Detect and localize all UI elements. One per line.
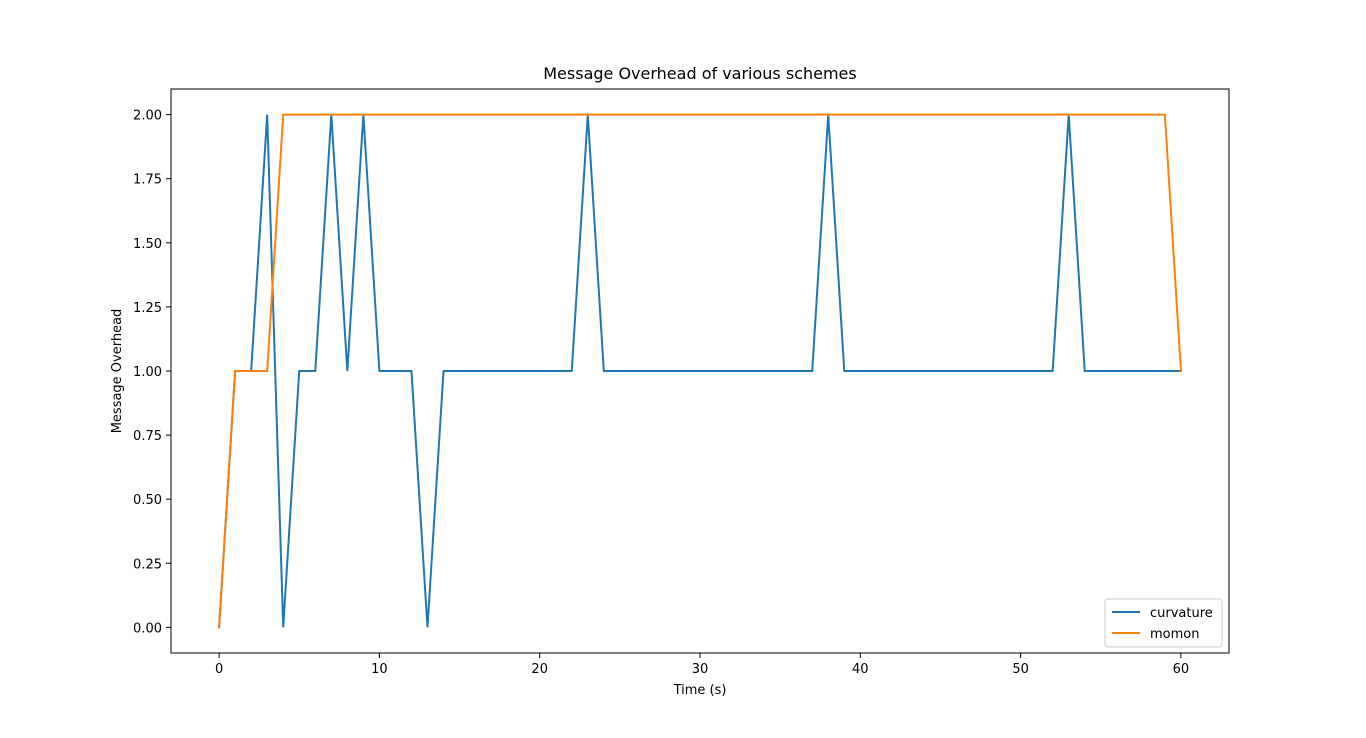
y-tick-label: 1.50 [133,237,162,252]
y-tick-label: 0.75 [133,429,162,444]
x-tick-label: 0 [215,662,223,677]
x-axis: 0 10 20 30 40 50 60 [215,653,1189,677]
series-line-momon [218,113,1182,629]
y-tick-label: 1.00 [133,365,162,380]
x-axis-label: Time (s) [673,683,727,698]
y-tick-label: 0.25 [133,557,162,572]
series-layer [218,113,1182,629]
x-tick-label: 20 [531,662,548,677]
x-tick-label: 40 [852,662,869,677]
x-tick-label: 50 [1012,662,1029,677]
x-tick-label: 60 [1173,662,1190,677]
y-tick-label: 0.00 [133,621,162,636]
y-tick-label: 1.25 [133,301,162,316]
y-tick-label: 0.50 [133,493,162,508]
y-axis-label: Message Overhead [110,309,125,434]
legend: curvature momon [1104,598,1223,648]
legend-label-momon: momon [1150,627,1199,642]
x-tick-label: 10 [371,662,388,677]
y-tick-label: 2.00 [133,109,162,124]
chart-title: Message Overhead of various schemes [543,64,856,83]
series-line-curvature [218,114,1182,629]
x-tick-label: 30 [692,662,709,677]
legend-label-curvature: curvature [1150,606,1213,621]
y-tick-label: 1.75 [133,173,162,188]
y-axis: 0.00 0.25 0.50 0.75 1.00 1.25 1.50 1.75 2.00 [133,109,171,636]
